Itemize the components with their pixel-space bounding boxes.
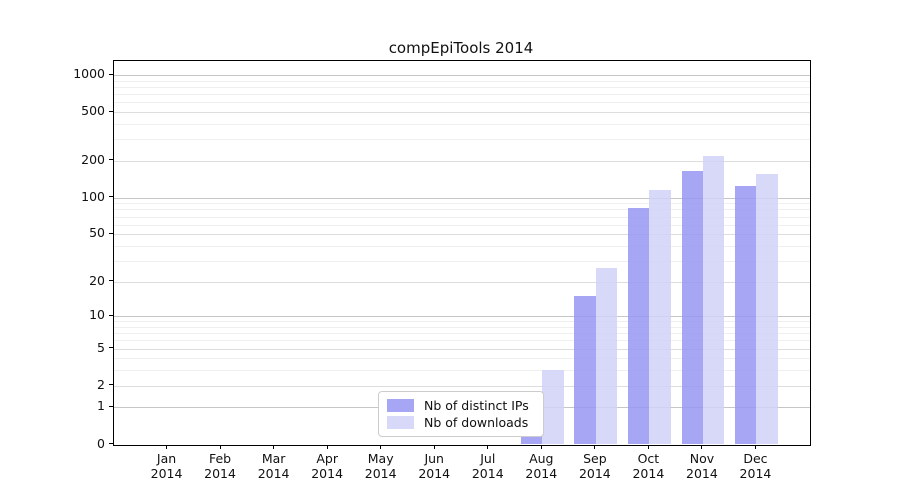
gridline-y-10 bbox=[114, 316, 810, 318]
gridline-y-90 bbox=[114, 203, 810, 205]
y-tick-mark-2 bbox=[109, 384, 113, 386]
y-tick-mark-500 bbox=[109, 110, 113, 112]
y-tick-mark-1 bbox=[109, 405, 113, 407]
x-tick-mark-jun bbox=[433, 444, 435, 449]
y-tick-mark-0 bbox=[109, 443, 113, 444]
bar-nb-of-distinct-ips-dec bbox=[735, 185, 757, 445]
bar-nb-of-downloads-dec bbox=[756, 174, 778, 445]
x-tick-mark-aug bbox=[540, 444, 542, 449]
gridline-y-70 bbox=[114, 216, 810, 218]
x-tick-label-jun: Jun 2014 bbox=[418, 450, 451, 482]
gridline-y-40 bbox=[114, 245, 810, 247]
y-tick-mark-50 bbox=[109, 232, 113, 234]
gridline-y-3 bbox=[114, 370, 810, 372]
x-tick-mark-oct bbox=[647, 444, 649, 449]
gridline-y-200 bbox=[114, 160, 810, 162]
x-tick-mark-may bbox=[380, 444, 382, 449]
gridline-y-8 bbox=[114, 326, 810, 328]
gridline-y-6 bbox=[114, 340, 810, 342]
y-tick-mark-10 bbox=[109, 314, 113, 316]
gridline-y-700 bbox=[114, 94, 810, 96]
legend: Nb of distinct IPs Nb of downloads bbox=[378, 391, 544, 437]
legend-swatch-downloads bbox=[387, 416, 414, 429]
gridline-y-20 bbox=[114, 281, 810, 283]
gridline-y-30 bbox=[114, 260, 810, 262]
x-tick-mark-nov bbox=[701, 444, 703, 449]
gridline-y-300 bbox=[114, 139, 810, 141]
y-tick-label-50: 50 bbox=[89, 225, 105, 241]
gridline-y-600 bbox=[114, 102, 810, 104]
legend-label-distinct-ips: Nb of distinct IPs bbox=[424, 398, 529, 413]
y-tick-mark-5 bbox=[109, 347, 113, 349]
x-tick-mark-apr bbox=[326, 444, 328, 449]
x-tick-label-nov: Nov 2014 bbox=[686, 450, 718, 482]
bar-nb-of-distinct-ips-oct bbox=[627, 208, 650, 445]
y-tick-label-1: 1 bbox=[97, 398, 105, 414]
legend-label-downloads: Nb of downloads bbox=[424, 415, 529, 430]
gridline-y-500 bbox=[114, 112, 810, 114]
y-tick-mark-200 bbox=[109, 159, 113, 161]
gridline-y-900 bbox=[114, 80, 810, 82]
x-tick-mark-feb bbox=[219, 444, 221, 449]
x-tick-mark-sep bbox=[594, 444, 596, 449]
x-tick-label-aug: Aug 2014 bbox=[525, 450, 558, 482]
x-tick-label-mar: Mar 2014 bbox=[257, 450, 290, 482]
y-tick-label-5: 5 bbox=[97, 339, 105, 355]
y-tick-mark-20 bbox=[109, 280, 113, 282]
gridline-y-2 bbox=[114, 385, 810, 387]
x-tick-label-dec: Dec 2014 bbox=[739, 450, 772, 482]
gridline-y-400 bbox=[114, 123, 810, 125]
y-tick-label-500: 500 bbox=[81, 103, 105, 119]
gridline-y-1000 bbox=[114, 75, 810, 76]
gridline-y-4 bbox=[114, 358, 810, 360]
y-tick-label-100: 100 bbox=[81, 188, 105, 204]
gridline-y-60 bbox=[114, 224, 810, 226]
y-tick-label-10: 10 bbox=[89, 307, 105, 323]
chart-title: compEpiTools 2014 bbox=[388, 39, 534, 57]
x-tick-label-apr: Apr 2014 bbox=[311, 450, 344, 482]
x-tick-label-jul: Jul 2014 bbox=[471, 450, 504, 482]
x-tick-label-feb: Feb 2014 bbox=[204, 450, 236, 482]
gridline-y-7 bbox=[114, 333, 810, 335]
y-tick-label-200: 200 bbox=[81, 151, 105, 167]
x-tick-mark-jul bbox=[487, 444, 489, 449]
x-tick-label-may: May 2014 bbox=[364, 450, 397, 482]
legend-item-downloads: Nb of downloads bbox=[387, 415, 535, 430]
y-tick-mark-100 bbox=[109, 196, 113, 198]
gridline-y-800 bbox=[114, 86, 810, 88]
y-tick-label-20: 20 bbox=[89, 272, 105, 288]
x-tick-label-sep: Sep 2014 bbox=[578, 450, 611, 482]
y-tick-label-0: 0 bbox=[97, 435, 105, 451]
gridline-y-80 bbox=[114, 209, 810, 211]
gridline-y-5 bbox=[114, 348, 810, 350]
bar-nb-of-downloads-nov bbox=[702, 155, 725, 445]
gridline-y-100 bbox=[114, 197, 810, 199]
bar-nb-of-downloads-sep bbox=[595, 268, 618, 445]
x-tick-mark-dec bbox=[754, 444, 756, 449]
x-tick-mark-mar bbox=[273, 444, 275, 449]
gridline-y-9 bbox=[114, 321, 810, 323]
x-tick-mark-jan bbox=[166, 444, 168, 449]
y-tick-mark-1000 bbox=[109, 73, 113, 75]
bar-nb-of-distinct-ips-nov bbox=[681, 171, 703, 445]
bar-nb-of-downloads-oct bbox=[649, 190, 671, 445]
x-tick-label-oct: Oct 2014 bbox=[632, 450, 665, 482]
x-tick-label-jan: Jan 2014 bbox=[150, 450, 183, 482]
y-tick-label-2: 2 bbox=[97, 376, 105, 392]
y-tick-label-1000: 1000 bbox=[73, 66, 105, 81]
legend-swatch-distinct-ips bbox=[387, 399, 414, 412]
legend-item-distinct-ips: Nb of distinct IPs bbox=[387, 398, 535, 413]
gridline-y-50 bbox=[114, 234, 810, 236]
plot-area bbox=[113, 60, 811, 446]
bar-nb-of-distinct-ips-sep bbox=[574, 296, 596, 445]
bar-nb-of-downloads-aug bbox=[542, 370, 564, 445]
